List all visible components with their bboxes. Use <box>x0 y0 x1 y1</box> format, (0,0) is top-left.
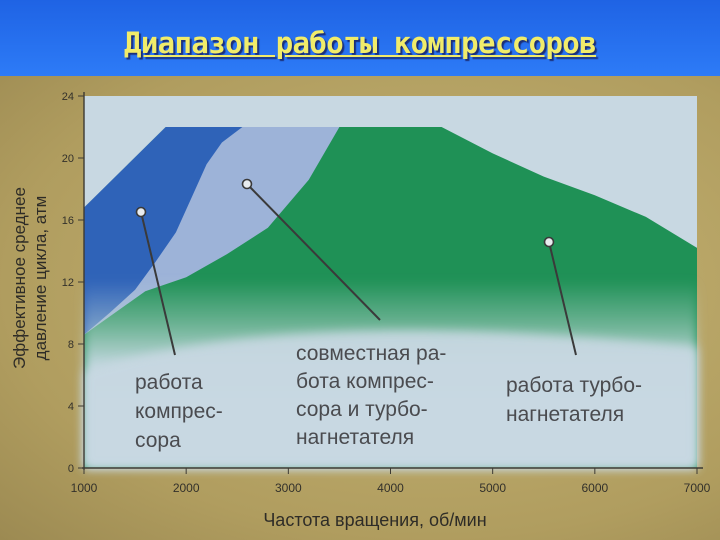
y-axis-title-line-1: Эффективное среднее <box>10 187 29 369</box>
title-bar <box>0 0 720 76</box>
region-label-joint-2: бота компрес- <box>296 370 434 393</box>
x-axis-title: Частота вращения, об/мин <box>263 510 486 530</box>
region-label-joint-1: совместная ра- <box>296 342 446 365</box>
low-pressure-zone <box>84 330 697 468</box>
x-tick-label-7000: 7000 <box>684 481 711 495</box>
region-label-turbo-2: нагнетателя <box>506 403 624 426</box>
y-tick-label-12: 12 <box>62 277 74 289</box>
marker-dot-joint <box>241 178 253 190</box>
x-tick-label-4000: 4000 <box>377 481 404 495</box>
y-tick-label-8: 8 <box>68 339 74 351</box>
y-tick-label-0: 0 <box>68 463 74 475</box>
x-tick-label-3000: 3000 <box>275 481 302 495</box>
slide-title: Диапазон работы компрессоров <box>123 26 597 60</box>
region-label-turbo-1: работа турбо- <box>506 374 642 397</box>
y-axis-title: Эффективное среднее давление цикла, атм <box>10 187 50 369</box>
leader-line-turbo <box>548 241 577 356</box>
marker-dot-turbo <box>543 236 555 248</box>
y-tick-label-4: 4 <box>68 401 74 413</box>
x-tick-label-6000: 6000 <box>581 481 608 495</box>
region-label-compressor-3: сора <box>135 429 181 452</box>
x-tick-label-2000: 2000 <box>173 481 200 495</box>
region-label-joint-3: сора и турбо- <box>296 398 428 421</box>
x-tick-label-5000: 5000 <box>479 481 506 495</box>
y-axis-title-line-2: давление цикла, атм <box>31 196 50 361</box>
leader-line-joint <box>246 183 381 321</box>
marker-dot-compressor <box>135 206 147 218</box>
region-label-compressor-2: компрес- <box>135 400 223 423</box>
x-tick-label-1000: 1000 <box>71 481 98 495</box>
y-tick-label-20: 20 <box>62 153 74 165</box>
leader-line-compressor <box>140 211 176 356</box>
region-label-compressor-1: работа <box>135 371 203 394</box>
region-label-joint-4: нагнетателя <box>296 426 414 449</box>
y-tick-label-16: 16 <box>62 215 74 227</box>
y-tick-label-24: 24 <box>62 91 74 103</box>
